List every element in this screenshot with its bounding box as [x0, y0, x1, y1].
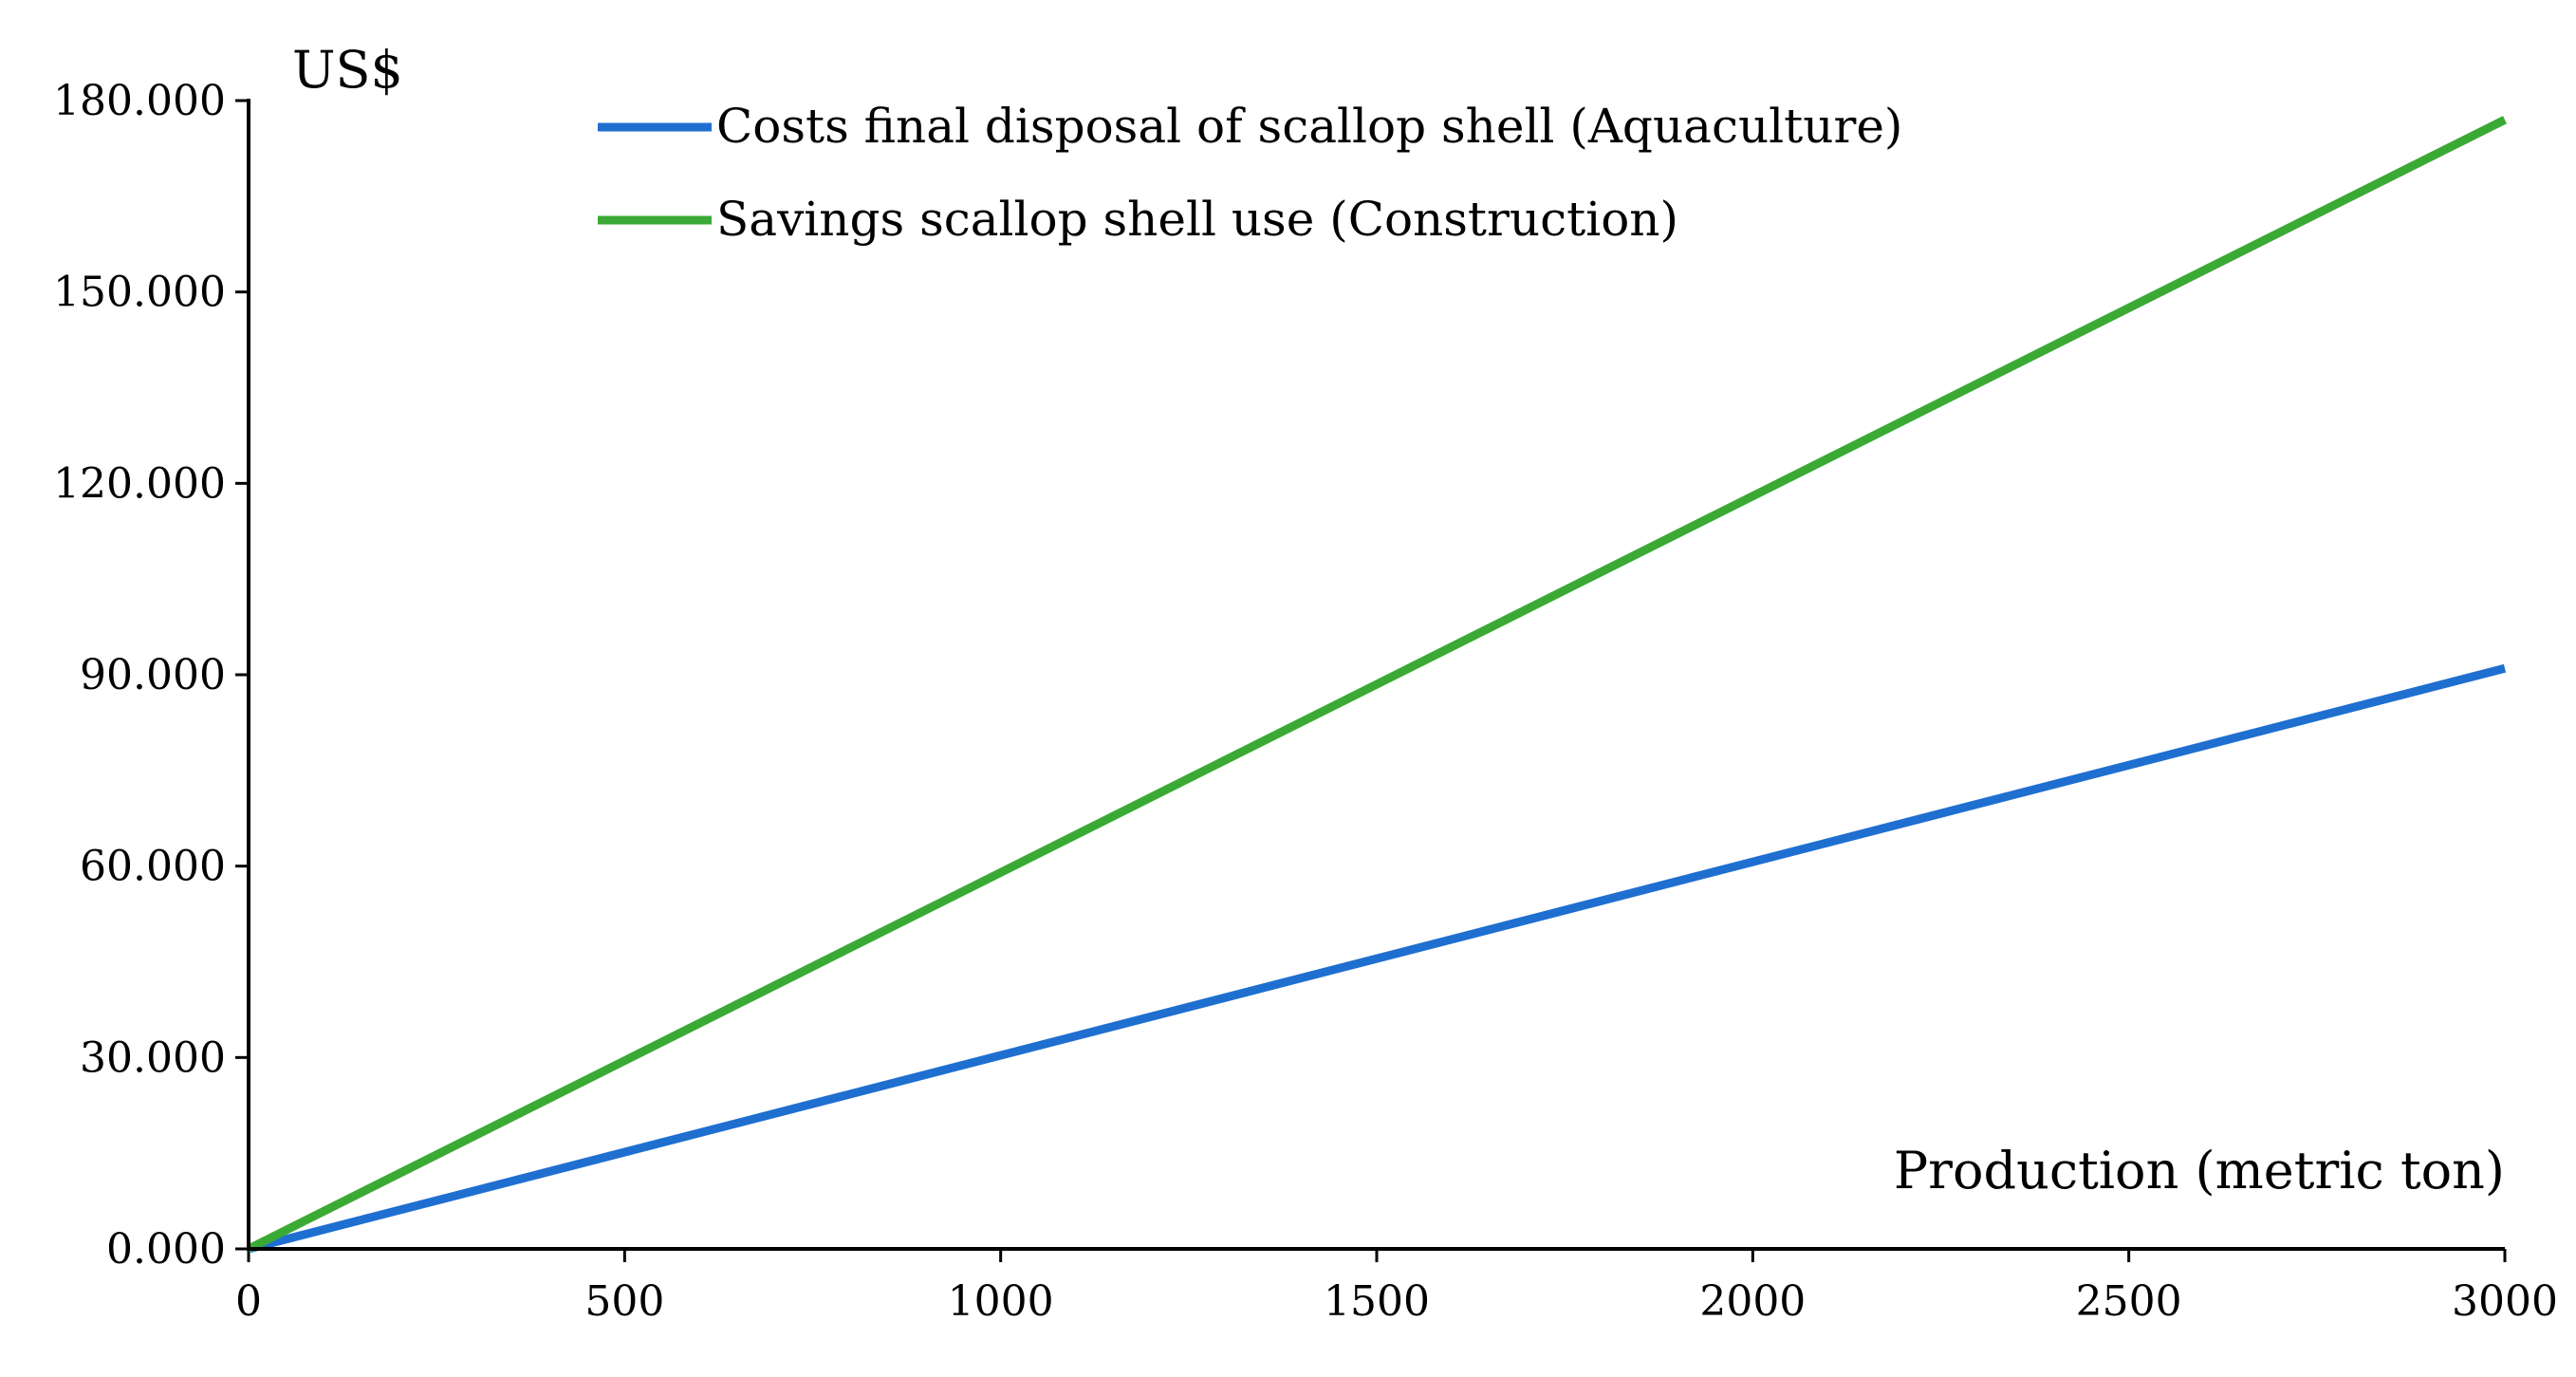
- legend-label-1: Costs final disposal of scallop shell (A…: [716, 99, 1902, 154]
- series-layer: [246, 116, 2508, 1254]
- x-tick-label: 0: [235, 1277, 262, 1326]
- y-tick-label: 90.000: [80, 651, 226, 699]
- x-tick-label: 3000: [2452, 1277, 2558, 1326]
- y-tick-label: 150.000: [53, 269, 226, 317]
- x-tick-label: 1500: [1324, 1277, 1430, 1326]
- y-tick-label: 30.000: [80, 1033, 226, 1082]
- legend-label-2: Savings scallop shell use (Construction): [716, 192, 1678, 247]
- y-axis-title: US$: [292, 40, 403, 100]
- x-tick-label: 1000: [948, 1277, 1054, 1326]
- legend: Costs final disposal of scallop shell (A…: [598, 99, 1902, 247]
- x-tick-label: 2500: [2076, 1277, 2182, 1326]
- x-axis-ticks: 0 500 1000 1500 2000 2500 3000: [235, 1249, 2558, 1326]
- x-axis-title: Production (metric ton): [1894, 1141, 2505, 1200]
- series-line-2: [246, 116, 2508, 1254]
- x-tick-label: 500: [584, 1277, 664, 1326]
- series-line-1: [247, 663, 2507, 1254]
- y-tick-label: 120.000: [53, 459, 226, 508]
- y-tick-label: 180.000: [53, 77, 226, 125]
- y-tick-label: 60.000: [80, 843, 226, 891]
- y-axis-ticks: 0.000 30.000 60.000 90.000 120.000 150.000 180…: [53, 77, 249, 1274]
- y-tick-label: 0.000: [106, 1225, 226, 1274]
- x-tick-label: 2000: [1699, 1277, 1806, 1326]
